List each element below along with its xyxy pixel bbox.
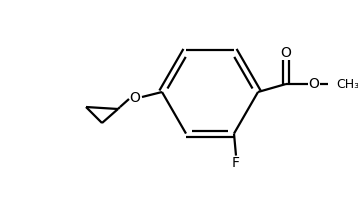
Text: O: O [281,46,291,60]
Text: F: F [232,156,240,169]
Text: O: O [130,91,140,105]
Text: CH₃: CH₃ [336,77,358,91]
Text: O: O [309,77,319,91]
